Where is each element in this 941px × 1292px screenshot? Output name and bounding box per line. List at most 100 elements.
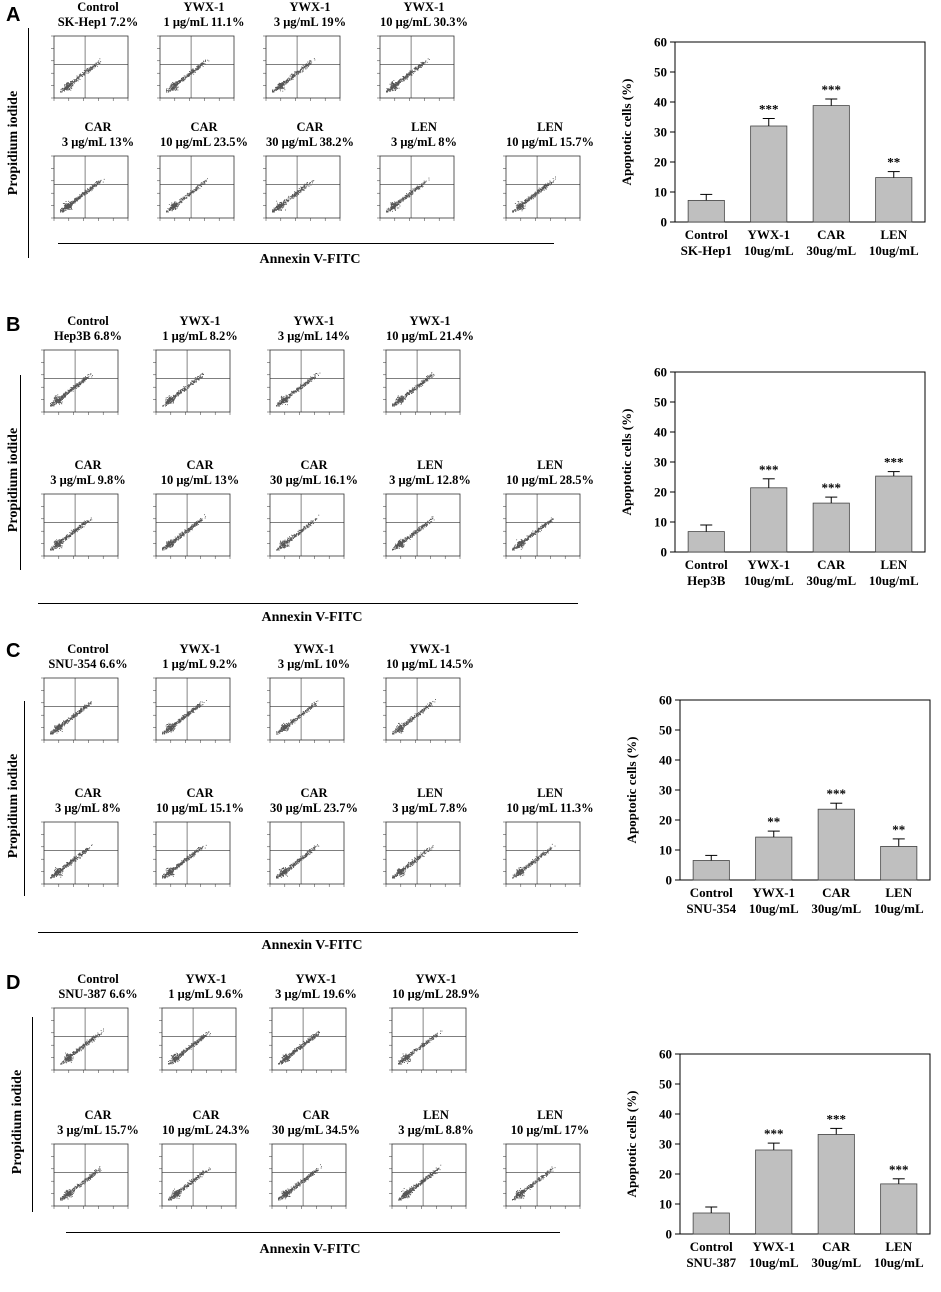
significance-label: ***	[759, 462, 779, 477]
y-tick-label: 30	[659, 1137, 672, 1152]
x-tick-label: LEN	[880, 227, 907, 242]
flow-ylabel: Propidium iodide	[10, 1069, 25, 1175]
bar-chart: Apoptotic cells (%) 0 10 20 30 40 50 60 Control S…	[615, 30, 930, 280]
bar-chart: Apoptotic cells (%) 0 10 20 30 40 50 60 Control S…	[620, 1042, 935, 1292]
flow-plot: YWX-1 10 μg/mL 14.5%	[374, 642, 486, 757]
flow-plot: YWX-1 3 μg/mL 10%	[258, 642, 370, 757]
y-axis-label: Apoptotic cells (%)	[619, 79, 634, 186]
x-tick-label: 10ug/mL	[744, 573, 794, 588]
y-tick-label: 10	[659, 843, 672, 858]
flow-xlabel: Annexin V-FITC	[259, 252, 361, 267]
flow-plot: LEN 3 μg/mL 12.8%	[374, 458, 486, 573]
y-tick-label: 10	[659, 1197, 672, 1212]
y-tick-label: 40	[659, 753, 672, 768]
bar	[812, 105, 850, 223]
dot-plot	[153, 821, 231, 887]
x-tick-label: 10ug/mL	[869, 573, 919, 588]
flow-plot: YWX-1 10 μg/mL 21.4%	[374, 314, 486, 429]
y-tick-label: 60	[654, 35, 667, 50]
x-tick-label: LEN	[885, 1239, 912, 1254]
dot-plot	[383, 821, 461, 887]
flow-plot: YWX-1 1 μg/mL 11.1%	[148, 0, 260, 115]
dot-plot	[267, 677, 345, 743]
dot-plot	[41, 677, 119, 743]
dot-plot	[383, 349, 461, 415]
significance-label: **	[892, 822, 905, 837]
bar	[692, 1212, 730, 1235]
significance-label: ***	[822, 480, 842, 495]
x-tick-label: LEN	[885, 885, 912, 900]
flow-plot: YWX-1 3 μg/mL 19.6%	[260, 972, 372, 1087]
ylabel-bracket	[20, 375, 21, 570]
y-tick-label: 10	[654, 515, 667, 530]
bar-chart: Apoptotic cells (%) 0 10 20 30 40 50 60 Control S…	[620, 688, 935, 938]
bar	[750, 487, 788, 553]
flow-plot: LEN 3 μg/mL 8%	[368, 120, 480, 235]
x-tick-label: YWX-1	[752, 885, 795, 900]
x-tick-label: 10ug/mL	[744, 243, 794, 258]
significance-label: ***	[827, 1111, 847, 1126]
panel-label: D	[6, 972, 21, 994]
y-tick-label: 0	[666, 873, 673, 888]
ylabel-bracket	[24, 701, 25, 896]
dot-plot	[383, 493, 461, 559]
flow-plot: LEN 10 μg/mL 28.5%	[494, 458, 606, 573]
bar	[875, 475, 913, 553]
x-tick-label: CAR	[817, 227, 846, 242]
y-tick-label: 50	[654, 395, 667, 410]
flow-plot: CAR 3 μg/mL 9.8%	[32, 458, 144, 573]
xlabel-bracket	[58, 243, 554, 244]
flow-plot: CAR 30 μg/mL 38.2%	[254, 120, 366, 235]
flow-xlabel: Annexin V-FITC	[259, 1242, 361, 1257]
panel-b: B Propidium iodide Annexin V-FITC Contro…	[0, 310, 941, 625]
dot-plot	[377, 155, 455, 221]
x-tick-label: SNU-354	[686, 901, 736, 916]
dot-plot	[263, 35, 341, 101]
dot-plot	[383, 677, 461, 743]
xlabel-bracket	[66, 1232, 560, 1233]
y-axis-label: Apoptotic cells (%)	[624, 1091, 639, 1198]
xlabel-bracket	[38, 603, 578, 604]
x-tick-label: 30ug/mL	[806, 243, 856, 258]
x-tick-label: 10ug/mL	[869, 243, 919, 258]
x-tick-label: CAR	[817, 557, 846, 572]
y-tick-label: 50	[654, 65, 667, 80]
significance-label: **	[887, 155, 900, 170]
x-tick-label: 10ug/mL	[874, 901, 924, 916]
flow-xlabel: Annexin V-FITC	[261, 938, 363, 953]
bar	[750, 125, 788, 223]
bar	[812, 502, 850, 553]
x-tick-label: CAR	[822, 885, 851, 900]
y-tick-label: 0	[661, 215, 668, 230]
x-tick-label: Control	[685, 557, 728, 572]
significance-label: ***	[822, 82, 842, 97]
x-tick-label: YWX-1	[752, 1239, 795, 1254]
y-tick-label: 0	[666, 1227, 673, 1242]
y-tick-label: 10	[654, 185, 667, 200]
x-tick-label: LEN	[880, 557, 907, 572]
significance-label: **	[767, 814, 780, 829]
x-tick-label: 30ug/mL	[811, 901, 861, 916]
dot-plot	[503, 821, 581, 887]
dot-plot	[267, 821, 345, 887]
x-tick-label: CAR	[822, 1239, 851, 1254]
x-tick-label: 10ug/mL	[749, 901, 799, 916]
bar	[692, 860, 730, 881]
y-tick-label: 20	[654, 155, 667, 170]
flow-xlabel: Annexin V-FITC	[261, 610, 363, 625]
y-tick-label: 60	[659, 1047, 672, 1062]
y-tick-label: 40	[659, 1107, 672, 1122]
dot-plot	[159, 1143, 237, 1209]
dot-plot	[263, 155, 341, 221]
x-tick-label: 30ug/mL	[806, 573, 856, 588]
flow-plot: LEN 3 μg/mL 8.8%	[380, 1108, 492, 1223]
y-tick-label: 30	[654, 455, 667, 470]
flow-plot: CAR 3 μg/mL 13%	[42, 120, 154, 235]
bar	[687, 531, 725, 553]
y-tick-label: 50	[659, 1077, 672, 1092]
x-tick-label: YWX-1	[747, 557, 790, 572]
flow-plot: YWX-1 10 μg/mL 30.3%	[368, 0, 480, 115]
dot-plot	[51, 1143, 129, 1209]
panel-d: D Propidium iodide Annexin V-FITC Contro…	[0, 962, 941, 1270]
dot-plot	[503, 493, 581, 559]
